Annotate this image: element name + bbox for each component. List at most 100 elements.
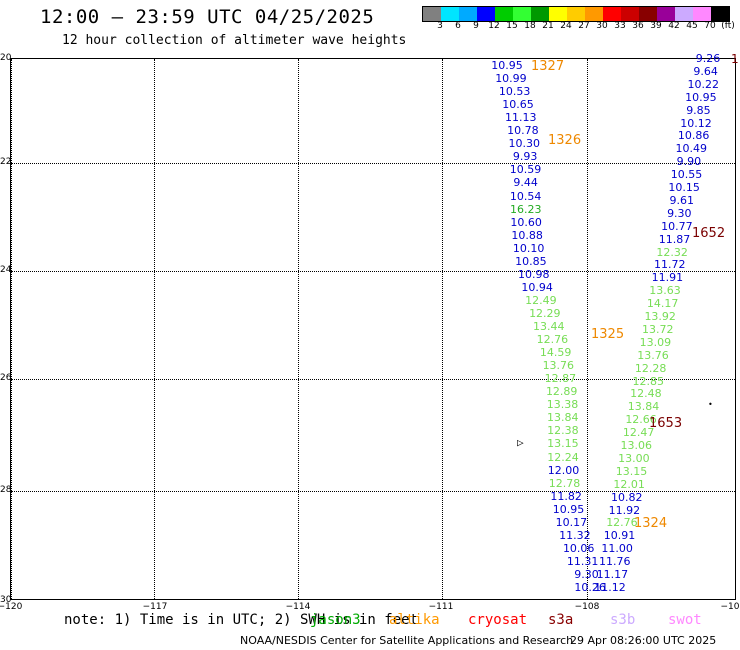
orbit-number-label: 1653 [649, 416, 683, 431]
longitude-gridline [442, 59, 443, 599]
scale-label: 39 [650, 21, 662, 31]
wave-height-value: 12.87 [544, 372, 577, 386]
wave-height-value: 9.44 [513, 176, 538, 190]
wave-height-value: 10.17 [555, 515, 588, 529]
wave-height-value: 11.12 [594, 580, 626, 594]
wave-height-value: 12.01 [613, 477, 645, 491]
wave-height-value: 10.06 [562, 541, 595, 555]
wave-height-value: 13.76 [637, 348, 669, 362]
wave-height-value: 10.86 [677, 129, 710, 143]
wave-height-value: 12.66 [625, 413, 657, 427]
wave-height-value: 10.26 [574, 581, 606, 594]
wave-height-value: 13.38 [546, 398, 579, 412]
scale-swatch [675, 7, 693, 21]
wave-height-value: 10.15 [668, 181, 700, 194]
scale-label: 3 [437, 21, 443, 31]
wave-height-value: 10.22 [687, 77, 719, 91]
scale-label: 36 [632, 21, 644, 31]
wave-height-value: 10.88 [511, 228, 543, 242]
wave-height-value: 12.48 [630, 387, 662, 401]
wave-height-value: 9.30 [667, 206, 692, 220]
latitude-gridline [11, 163, 735, 164]
stray-point: • [708, 400, 713, 409]
wave-height-value: 10.77 [661, 219, 693, 233]
wave-height-value: 9.30 [574, 567, 599, 581]
orbit-number-label: 1325 [591, 327, 625, 342]
latitude-label: 28 [0, 485, 12, 495]
longitude-gridline [298, 59, 299, 599]
scale-swatch [693, 7, 711, 21]
wave-height-value: 13.00 [618, 451, 650, 465]
wave-height-value: 11.31 [566, 554, 599, 568]
orbit-number-label: 1652 [692, 226, 726, 241]
scale-label: 42 [668, 21, 680, 31]
wave-height-value: 10.60 [510, 215, 542, 229]
orbit-number-label: 1326 [548, 133, 582, 148]
wave-height-value: 10.30 [508, 137, 541, 151]
satellite-legend-jason3: jason3 [310, 612, 361, 628]
wave-height-value: 9.85 [686, 103, 711, 117]
wave-height-value: 11.17 [596, 568, 629, 581]
wave-height-value: 13.15 [615, 464, 648, 478]
longitude-gridline [587, 59, 588, 599]
latitude-label: 30 [0, 595, 12, 605]
wave-height-value: 10.99 [495, 72, 527, 86]
scale-swatch [603, 7, 621, 21]
scale-label: 70 [704, 21, 716, 31]
scale-swatch [531, 7, 549, 21]
wave-height-value: 10.78 [507, 124, 539, 138]
wave-height-value: 9.93 [512, 150, 538, 164]
wave-height-value: 10.85 [515, 254, 547, 268]
credit-text: NOAA/NESDIS Center for Satellite Applica… [240, 634, 574, 647]
orbit-number-label: 1327 [531, 59, 565, 74]
map-title: 12:00 — 23:59 UTC 04/25/2025 [40, 6, 375, 28]
wave-height-value: 11.13 [504, 111, 537, 125]
wave-height-value: 12.89 [545, 385, 578, 399]
wave-height-value: 13.15 [547, 437, 579, 451]
wave-height-value: 12.38 [547, 424, 579, 438]
wave-height-value: 10.59 [509, 163, 542, 177]
wave-height-value: 11.91 [651, 271, 684, 285]
track-gap-marker: ▷ [517, 436, 524, 449]
wave-height-value: 13.63 [649, 284, 681, 298]
scale-label: 30 [596, 21, 608, 31]
wave-height-value: 12.00 [547, 463, 580, 477]
scale-label: 9 [473, 21, 479, 31]
satellite-legend-altika: altika [389, 612, 440, 628]
latitude-label: 26 [0, 373, 12, 383]
scale-label: 15 [506, 21, 518, 31]
latitude-gridline [11, 491, 735, 492]
wave-height-value: 11.92 [608, 503, 641, 517]
wave-height-value: 9.64 [693, 64, 718, 78]
scale-label: (ft) [721, 21, 735, 31]
wave-height-value: 11.82 [550, 489, 582, 503]
scale-label: 6 [455, 21, 461, 31]
satellite-legend-swot: swot [668, 612, 702, 628]
wave-height-value: 12.32 [656, 245, 688, 259]
wave-height-value: 12.78 [548, 476, 581, 490]
wave-height-value: 11.00 [601, 542, 633, 556]
longitude-label: −111 [428, 602, 454, 612]
latitude-label: 20 [0, 53, 12, 63]
wave-height-value: 11.32 [559, 528, 591, 542]
scale-label: 24 [560, 21, 572, 31]
wave-height-value: 13.06 [620, 439, 653, 452]
wave-height-value: 10.98 [517, 267, 550, 281]
wave-height-value: 10.95 [685, 90, 717, 104]
scale-swatch [711, 7, 729, 21]
map-plot-area [10, 58, 736, 600]
scale-label: 21 [542, 21, 554, 31]
wave-height-value: 14.59 [539, 346, 572, 360]
wave-height-value: 12.76 [606, 516, 638, 530]
latitude-label: 24 [0, 265, 12, 275]
wave-height-value: 13.72 [642, 322, 674, 336]
scale-swatch [657, 7, 675, 21]
scale-swatch [567, 7, 585, 21]
scale-swatch [639, 7, 657, 21]
wave-height-value: 10.53 [498, 85, 531, 99]
wave-height-value: 12.76 [536, 333, 569, 347]
wave-height-value: 13.09 [639, 335, 672, 349]
right-edge-mark: 1 [731, 52, 739, 66]
wave-height-value: 12.29 [529, 306, 561, 320]
wave-height-value: 12.85 [632, 374, 664, 388]
